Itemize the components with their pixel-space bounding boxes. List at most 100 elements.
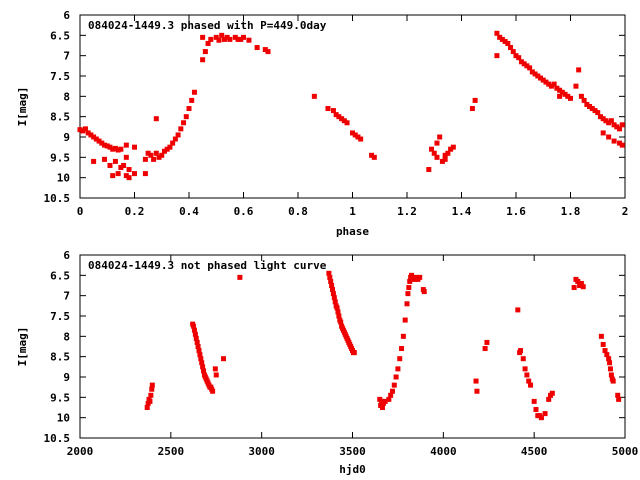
- data-point: [202, 49, 208, 55]
- data-point: [603, 118, 609, 124]
- y-tick-label: 9: [63, 131, 70, 144]
- data-point: [527, 65, 533, 71]
- data-point: [602, 348, 608, 354]
- axis-ticks: 0 0.2 0.4 0.6 0.8 1 1.2 1.4 1.6 1.8 2 6 6.5 7 7.5 8 8.5 9…: [44, 9, 629, 218]
- y-tick-label: 10.5: [44, 192, 71, 205]
- data-point: [522, 366, 528, 372]
- data-point: [600, 130, 606, 136]
- data-point: [208, 36, 214, 42]
- data-point: [407, 278, 413, 284]
- x-tick-label: 1.6: [506, 205, 526, 218]
- data-point: [132, 171, 137, 177]
- data-point: [328, 278, 334, 284]
- data-point: [224, 34, 230, 40]
- data-point: [421, 289, 427, 295]
- data-point: [406, 285, 412, 291]
- data-point: [118, 165, 124, 170]
- data-point: [606, 134, 612, 140]
- y-tick-label: 9.5: [50, 151, 70, 164]
- data-point: [110, 146, 116, 152]
- data-point: [388, 392, 394, 398]
- data-point: [526, 378, 532, 384]
- data-point: [546, 81, 552, 87]
- data-point: [571, 285, 577, 291]
- data-point: [350, 130, 355, 136]
- data-point: [575, 278, 581, 284]
- data-point: [147, 398, 153, 404]
- phased-light-curve-chart: 0 0.2 0.4 0.6 0.8 1 1.2 1.4 1.6 1.8 2 6 6.5 7 7.5 8 8.5 9…: [16, 9, 628, 238]
- data-point: [595, 110, 601, 116]
- x-tick-label: 3000: [248, 445, 275, 458]
- data-point: [235, 36, 241, 42]
- data-point: [167, 144, 173, 150]
- y-tick-label: 10.5: [44, 432, 71, 445]
- y-tick-label: 9.5: [50, 391, 70, 404]
- data-point: [200, 57, 206, 63]
- data-point: [191, 327, 197, 333]
- data-point: [484, 339, 490, 345]
- data-point: [178, 126, 184, 132]
- data-point: [450, 144, 456, 150]
- data-point: [330, 287, 336, 293]
- data-point: [598, 333, 604, 339]
- y-tick-label: 10: [57, 412, 70, 425]
- data-point: [142, 156, 148, 162]
- data-point: [88, 132, 94, 138]
- data-point: [482, 346, 488, 352]
- data-point: [543, 79, 549, 85]
- data-point: [573, 83, 579, 89]
- data-point: [221, 356, 227, 362]
- data-point: [546, 396, 552, 402]
- data-point: [99, 140, 105, 146]
- x-tick-label: 3500: [339, 445, 366, 458]
- data-point: [538, 415, 544, 421]
- data-point: [557, 93, 563, 99]
- data-point: [91, 134, 97, 140]
- data-point: [325, 106, 331, 112]
- data-point: [584, 101, 590, 107]
- data-point: [238, 36, 244, 42]
- data-point: [336, 114, 342, 120]
- data-point: [213, 372, 219, 378]
- data-point: [606, 356, 612, 362]
- data-point: [395, 366, 401, 372]
- data-point: [195, 344, 201, 349]
- data-point: [201, 368, 207, 374]
- data-point: [518, 59, 524, 65]
- data-point: [445, 150, 451, 156]
- data-point: [330, 291, 336, 297]
- data-point: [118, 146, 124, 152]
- data-point: [397, 356, 403, 362]
- x-tick-label: 1.8: [561, 205, 581, 218]
- data-point: [616, 396, 622, 402]
- data-point: [538, 75, 544, 81]
- x-tick-label: 1.4: [452, 205, 472, 218]
- data-point: [153, 116, 159, 122]
- x-tick-label: 2: [622, 205, 629, 218]
- data-point: [494, 30, 500, 36]
- x-tick-label: 0: [77, 205, 84, 218]
- data-point: [104, 143, 110, 149]
- data-point: [200, 34, 206, 40]
- data-point: [524, 372, 530, 378]
- data-point: [82, 126, 88, 132]
- data-point: [518, 348, 524, 354]
- data-point: [213, 34, 219, 40]
- data-point: [448, 146, 454, 152]
- data-point: [386, 396, 392, 402]
- data-point: [335, 309, 341, 315]
- data-point: [371, 154, 377, 160]
- data-point: [532, 71, 538, 77]
- data-point: [619, 122, 625, 128]
- data-point: [194, 339, 200, 345]
- data-point: [85, 130, 91, 136]
- data-point: [531, 398, 537, 404]
- data-point: [472, 97, 478, 103]
- y-tick-label: 7.5: [50, 310, 70, 323]
- data-point: [156, 154, 162, 160]
- data-point: [148, 152, 154, 158]
- y-tick-label: 6.5: [50, 269, 70, 282]
- data-point: [115, 171, 121, 177]
- data-point: [434, 154, 440, 160]
